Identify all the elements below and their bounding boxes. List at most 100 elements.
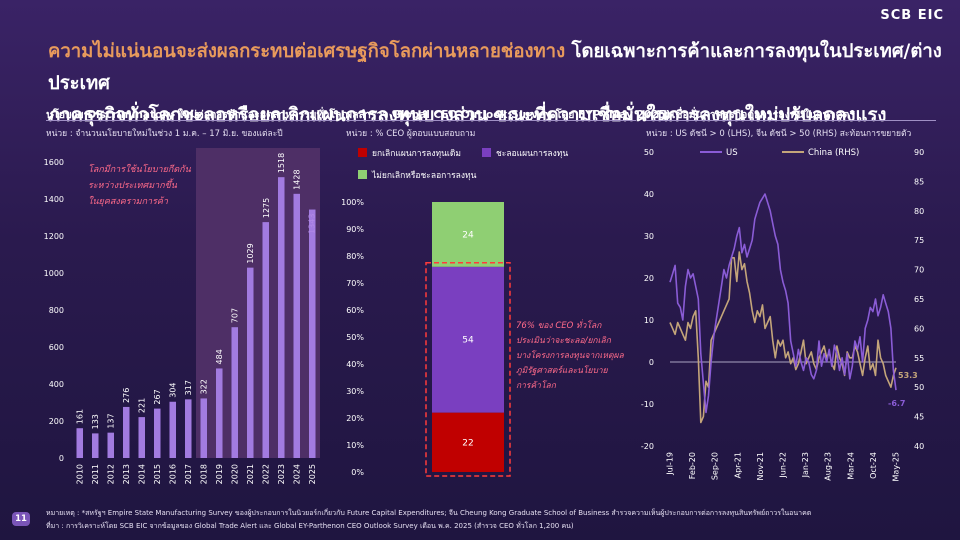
data-label: 1029 bbox=[246, 243, 255, 263]
bar bbox=[184, 399, 192, 458]
stack-segment bbox=[432, 266, 504, 413]
data-label: 322 bbox=[200, 379, 209, 394]
left-y-tick-label: 30 bbox=[644, 232, 654, 241]
highlight-outline bbox=[425, 262, 511, 477]
panel1-title: นโยบาย Discriminatory ใหม่ต่อการค้าและอุ… bbox=[46, 109, 348, 121]
x-tick-label: 2016 bbox=[168, 464, 177, 484]
discriminatory-policy-bar-chart: 0 200 400 600 800 1000 1200 1400 1600 161 2010 133 2… bbox=[44, 148, 320, 484]
y-tick-label: 60% bbox=[346, 306, 364, 315]
series-line bbox=[669, 251, 897, 424]
y-tick-label: 1200 bbox=[44, 232, 64, 241]
x-tick-label: 2010 bbox=[75, 464, 84, 484]
legend-label: China (RHS) bbox=[808, 148, 859, 158]
footnote-remark: หมายเหตุ : *สหรัฐฯ Empire State Manufact… bbox=[46, 509, 812, 517]
data-label: 221 bbox=[138, 398, 147, 413]
bar bbox=[215, 368, 223, 458]
data-label: 267 bbox=[153, 389, 162, 404]
x-tick-label: 2019 bbox=[215, 464, 224, 484]
data-label: 133 bbox=[91, 414, 100, 429]
segment-value: 24 bbox=[462, 230, 474, 240]
y-tick-label: 10% bbox=[346, 441, 364, 450]
bar bbox=[76, 428, 84, 458]
stack-segment bbox=[432, 412, 504, 472]
x-tick-label: Nov-21 bbox=[756, 452, 765, 480]
segment-value: 22 bbox=[462, 438, 473, 448]
right-y-tick-label: 90 bbox=[914, 148, 924, 157]
segment-value: 54 bbox=[462, 336, 474, 346]
left-y-tick-label: -10 bbox=[641, 400, 654, 409]
ceo-survey-stacked-bar-chart: ยกเลิกแผนการลงทุนเดิม ชะลอแผนการลงทุนไม่ย… bbox=[341, 148, 624, 477]
y-tick-label: 0% bbox=[351, 468, 364, 477]
bar bbox=[107, 432, 115, 458]
annotation-line: ระหว่างประเทศมากขึ้น bbox=[88, 178, 178, 191]
y-tick-label: 0 bbox=[59, 454, 64, 463]
bar bbox=[293, 193, 301, 458]
x-tick-label: 2020 bbox=[230, 464, 239, 484]
right-y-tick-label: 60 bbox=[914, 324, 924, 333]
bar bbox=[169, 401, 177, 458]
right-y-tick-label: 40 bbox=[914, 442, 924, 451]
bar bbox=[200, 398, 208, 458]
data-label: 1343 bbox=[308, 214, 317, 234]
right-y-tick-label: 65 bbox=[914, 295, 924, 304]
panel2-rule bbox=[346, 120, 636, 121]
bar bbox=[262, 222, 270, 458]
x-tick-label: Aug-23 bbox=[824, 452, 833, 481]
legend-swatch bbox=[482, 148, 491, 157]
x-tick-label: 2012 bbox=[106, 464, 115, 484]
footnote-source: ที่มา : การวิเคราะห์โดย SCB EIC จากข้อมู… bbox=[46, 522, 574, 530]
data-label: 484 bbox=[215, 349, 224, 364]
x-tick-label: Apr-21 bbox=[733, 452, 742, 478]
y-tick-label: 200 bbox=[49, 417, 64, 426]
data-label: 317 bbox=[184, 380, 193, 395]
y-tick-label: 80% bbox=[346, 252, 364, 261]
bar bbox=[91, 433, 99, 458]
bar bbox=[138, 417, 146, 458]
x-tick-label: 2014 bbox=[137, 464, 146, 484]
left-y-tick-label: -20 bbox=[641, 442, 654, 451]
left-y-tick-label: 50 bbox=[644, 148, 654, 157]
panel3-unit: หน่วย : US ดัชนี > 0 (LHS), จีน ดัชนี > … bbox=[646, 129, 912, 139]
y-tick-label: 20% bbox=[346, 414, 364, 423]
last-value-label: 53.3 bbox=[898, 371, 918, 380]
x-tick-label: Oct-24 bbox=[869, 452, 878, 479]
panel3-title: ความเชื่อมั่นภาคธุรกิจต่อการลงทุนในอนาคต… bbox=[646, 109, 855, 121]
panel1-unit: หน่วย : จำนวนนโยบายใหม่ในช่วง 1 ม.ค. – 1… bbox=[46, 129, 283, 139]
annotation-line: 76% ของ CEO ทั่วโลก bbox=[516, 319, 602, 331]
trade-war-period-shade bbox=[196, 148, 320, 458]
x-tick-label: 2024 bbox=[292, 464, 301, 484]
panel3-rule bbox=[646, 120, 936, 121]
y-tick-label: 1000 bbox=[44, 269, 64, 278]
panel1-rule bbox=[46, 120, 336, 121]
data-label: 276 bbox=[122, 388, 131, 403]
y-tick-label: 90% bbox=[346, 225, 364, 234]
y-tick-label: 70% bbox=[346, 279, 364, 288]
data-label: 1518 bbox=[277, 153, 286, 173]
page-number: 11 bbox=[12, 512, 30, 526]
data-label: 304 bbox=[169, 382, 178, 397]
legend-label: US bbox=[726, 148, 738, 158]
x-tick-label: 2018 bbox=[199, 464, 208, 484]
data-label: 137 bbox=[107, 413, 116, 428]
annotation-line: ประเมินว่าจะชะลอ/ยกเลิก bbox=[516, 336, 612, 346]
left-y-tick-label: 10 bbox=[644, 316, 654, 325]
left-y-tick-label: 20 bbox=[644, 274, 654, 283]
x-tick-label: 2017 bbox=[184, 464, 193, 484]
right-y-tick-label: 70 bbox=[914, 266, 924, 275]
x-tick-label: 2021 bbox=[246, 464, 255, 484]
bar bbox=[231, 327, 239, 458]
x-tick-label: 2015 bbox=[153, 464, 162, 484]
series-line bbox=[669, 193, 897, 414]
x-tick-label: 2022 bbox=[261, 464, 270, 484]
bar bbox=[277, 177, 285, 459]
right-y-tick-label: 55 bbox=[914, 354, 924, 363]
annotation-line: ในยุคสงครามการค้า bbox=[88, 195, 169, 207]
bar bbox=[122, 406, 130, 458]
panel2-unit: หน่วย : % CEO ผู้ตอบแบบสอบถาม bbox=[346, 129, 476, 139]
y-tick-label: 400 bbox=[49, 380, 64, 389]
y-tick-label: 1400 bbox=[44, 195, 64, 204]
y-tick-label: 40% bbox=[346, 360, 364, 369]
x-tick-label: 2013 bbox=[122, 464, 131, 484]
right-y-tick-label: 50 bbox=[914, 383, 924, 392]
legend-label: ยกเลิกแผนการลงทุนเดิม bbox=[372, 149, 461, 159]
